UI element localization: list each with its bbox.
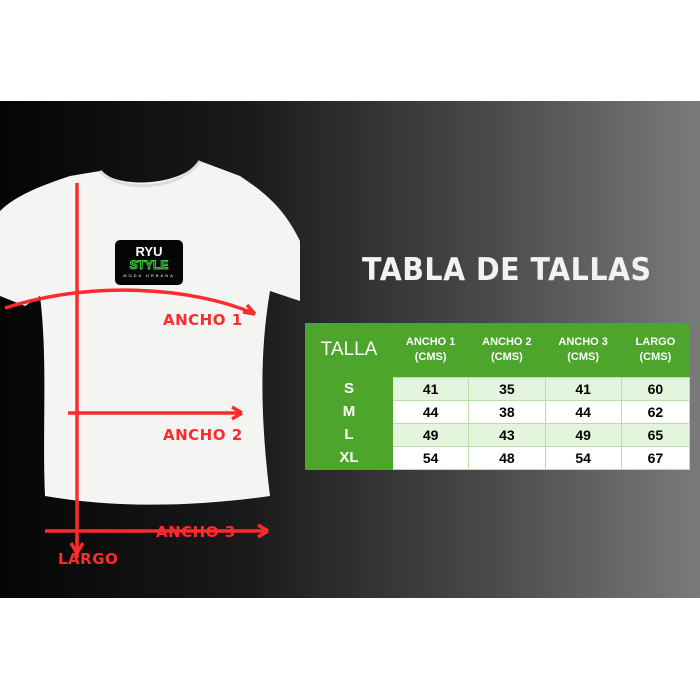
- header-ancho2: ANCHO 2 (CMS): [482, 335, 532, 363]
- value-cell: 67: [620, 445, 691, 470]
- size-table: TALLA ANCHO 1 (CMS) ANCHO 2 (CMS) ANCHO …: [305, 323, 691, 470]
- value-cell: 49: [544, 422, 622, 447]
- ancho1-arrow: [4, 288, 256, 316]
- ancho3-label: ANCHO 3: [156, 523, 236, 541]
- ancho1-label: ANCHO 1: [163, 311, 243, 329]
- value-cell: 41: [544, 376, 622, 401]
- table-header-row: TALLA ANCHO 1 (CMS) ANCHO 2 (CMS) ANCHO …: [306, 323, 690, 377]
- tshirt-illustration: [0, 160, 300, 558]
- header-ancho1: ANCHO 1 (CMS): [405, 335, 456, 363]
- brand-tagline: MODA URBANA: [123, 273, 175, 278]
- brand-name: RYU: [135, 244, 163, 259]
- size-cell: XL: [305, 445, 393, 470]
- value-cell: 65: [620, 422, 691, 447]
- measurement-arrows: [4, 183, 269, 558]
- value-cell: 54: [544, 445, 622, 470]
- header-talla: TALLA: [320, 339, 378, 361]
- value-cell: 35: [468, 376, 546, 401]
- brand-sub: STYLE: [129, 258, 169, 272]
- header-ancho3: ANCHO 3 (CMS): [558, 335, 608, 363]
- value-cell: 48: [468, 445, 546, 470]
- value-cell: 49: [391, 422, 470, 447]
- value-cell: 38: [468, 399, 546, 424]
- value-cell: 44: [544, 399, 622, 424]
- ancho2-label: ANCHO 2: [163, 426, 243, 444]
- value-cell: 44: [391, 399, 470, 424]
- brand-logo: RYU STYLE MODA URBANA: [115, 240, 183, 285]
- value-cell: 54: [391, 445, 470, 470]
- tshirt-body: [0, 161, 300, 505]
- value-cell: 60: [620, 376, 691, 401]
- page-title: TABLA DE TALLAS: [362, 252, 652, 288]
- table-row: XL 54 48 54 67: [305, 445, 691, 470]
- largo-label: LARGO: [58, 550, 119, 568]
- table-row: L 49 43 49 65: [305, 422, 691, 447]
- size-cell: S: [305, 376, 393, 401]
- table-row: M 44 38 44 62: [305, 399, 691, 424]
- value-cell: 43: [468, 422, 546, 447]
- size-cell: L: [305, 422, 393, 447]
- header-largo: LARGO (CMS): [635, 335, 676, 363]
- size-cell: M: [305, 399, 393, 424]
- value-cell: 41: [391, 376, 470, 401]
- table-row: S 41 35 41 60: [305, 376, 691, 401]
- value-cell: 62: [620, 399, 691, 424]
